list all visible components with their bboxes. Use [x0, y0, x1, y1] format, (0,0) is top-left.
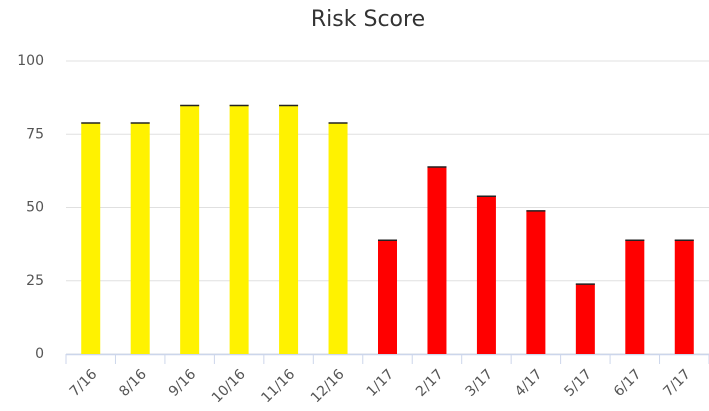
bar [378, 239, 397, 354]
bar [674, 239, 694, 354]
x-tick-label: 7/16 [67, 366, 101, 400]
x-tick-label: 5/17 [561, 366, 595, 400]
x-tick-label: 1/17 [364, 366, 398, 400]
bar [279, 104, 299, 354]
x-tick-label: 9/16 [166, 366, 200, 400]
bar [575, 283, 595, 354]
y-tick-label: 25 [26, 273, 44, 289]
y-tick-label: 0 [35, 346, 44, 362]
bar [81, 122, 101, 354]
bar [180, 104, 200, 354]
y-tick-label: 75 [26, 126, 44, 142]
y-tick-label: 50 [26, 200, 44, 216]
chart-title: Risk Score [311, 7, 425, 32]
x-tick-label: 8/16 [116, 366, 150, 400]
bar [625, 239, 645, 354]
x-tick-label: 7/17 [660, 366, 694, 400]
bar [229, 104, 249, 354]
x-tick-label: 2/17 [413, 366, 447, 400]
x-tick-label: 6/17 [611, 366, 645, 400]
y-tick-label: 100 [17, 53, 44, 69]
x-tick-label: 12/16 [308, 366, 348, 406]
bar [328, 122, 348, 354]
bar [476, 195, 496, 354]
bar [130, 122, 150, 354]
x-tick-label: 3/17 [463, 366, 497, 400]
x-tick-label: 4/17 [512, 366, 546, 400]
bar [526, 210, 546, 354]
x-tick-label: 11/16 [258, 366, 298, 406]
x-tick-label: 10/16 [209, 366, 249, 406]
bar [427, 166, 447, 354]
